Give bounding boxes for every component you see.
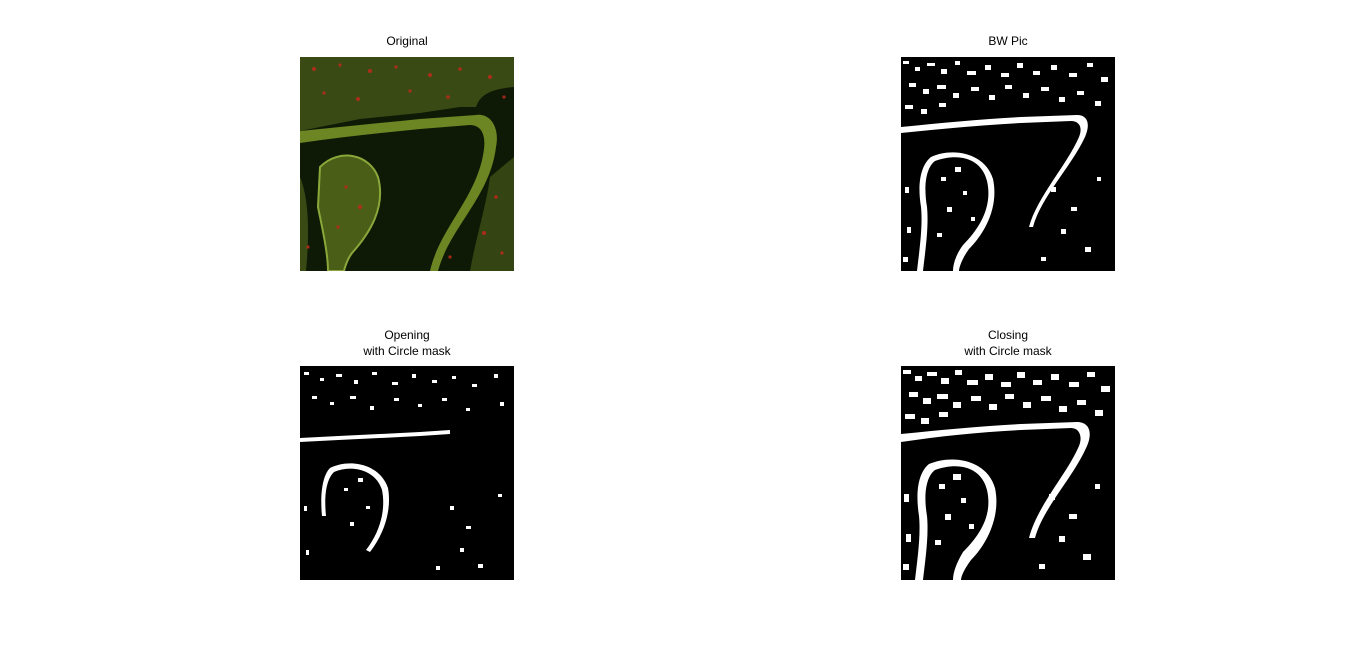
panel-title: Opening with Circle mask xyxy=(300,327,514,359)
panel-title-line: Opening xyxy=(384,328,430,342)
panel-title: BW Pic xyxy=(901,33,1115,49)
panel-title-line: Original xyxy=(386,34,428,48)
panel-title-line: Closing xyxy=(987,328,1029,342)
panel-title-line: with Circle mask xyxy=(363,344,451,358)
bw-image xyxy=(901,57,1115,271)
panel-title-line: with Circle mask xyxy=(964,344,1052,358)
panel-title: Closing with Circle mask xyxy=(901,327,1115,359)
panel-title: Original xyxy=(300,33,514,49)
closing-image xyxy=(901,366,1115,580)
opening-image xyxy=(300,366,514,580)
panel-title-line: BW Pic xyxy=(988,34,1028,48)
original-image xyxy=(300,57,514,271)
